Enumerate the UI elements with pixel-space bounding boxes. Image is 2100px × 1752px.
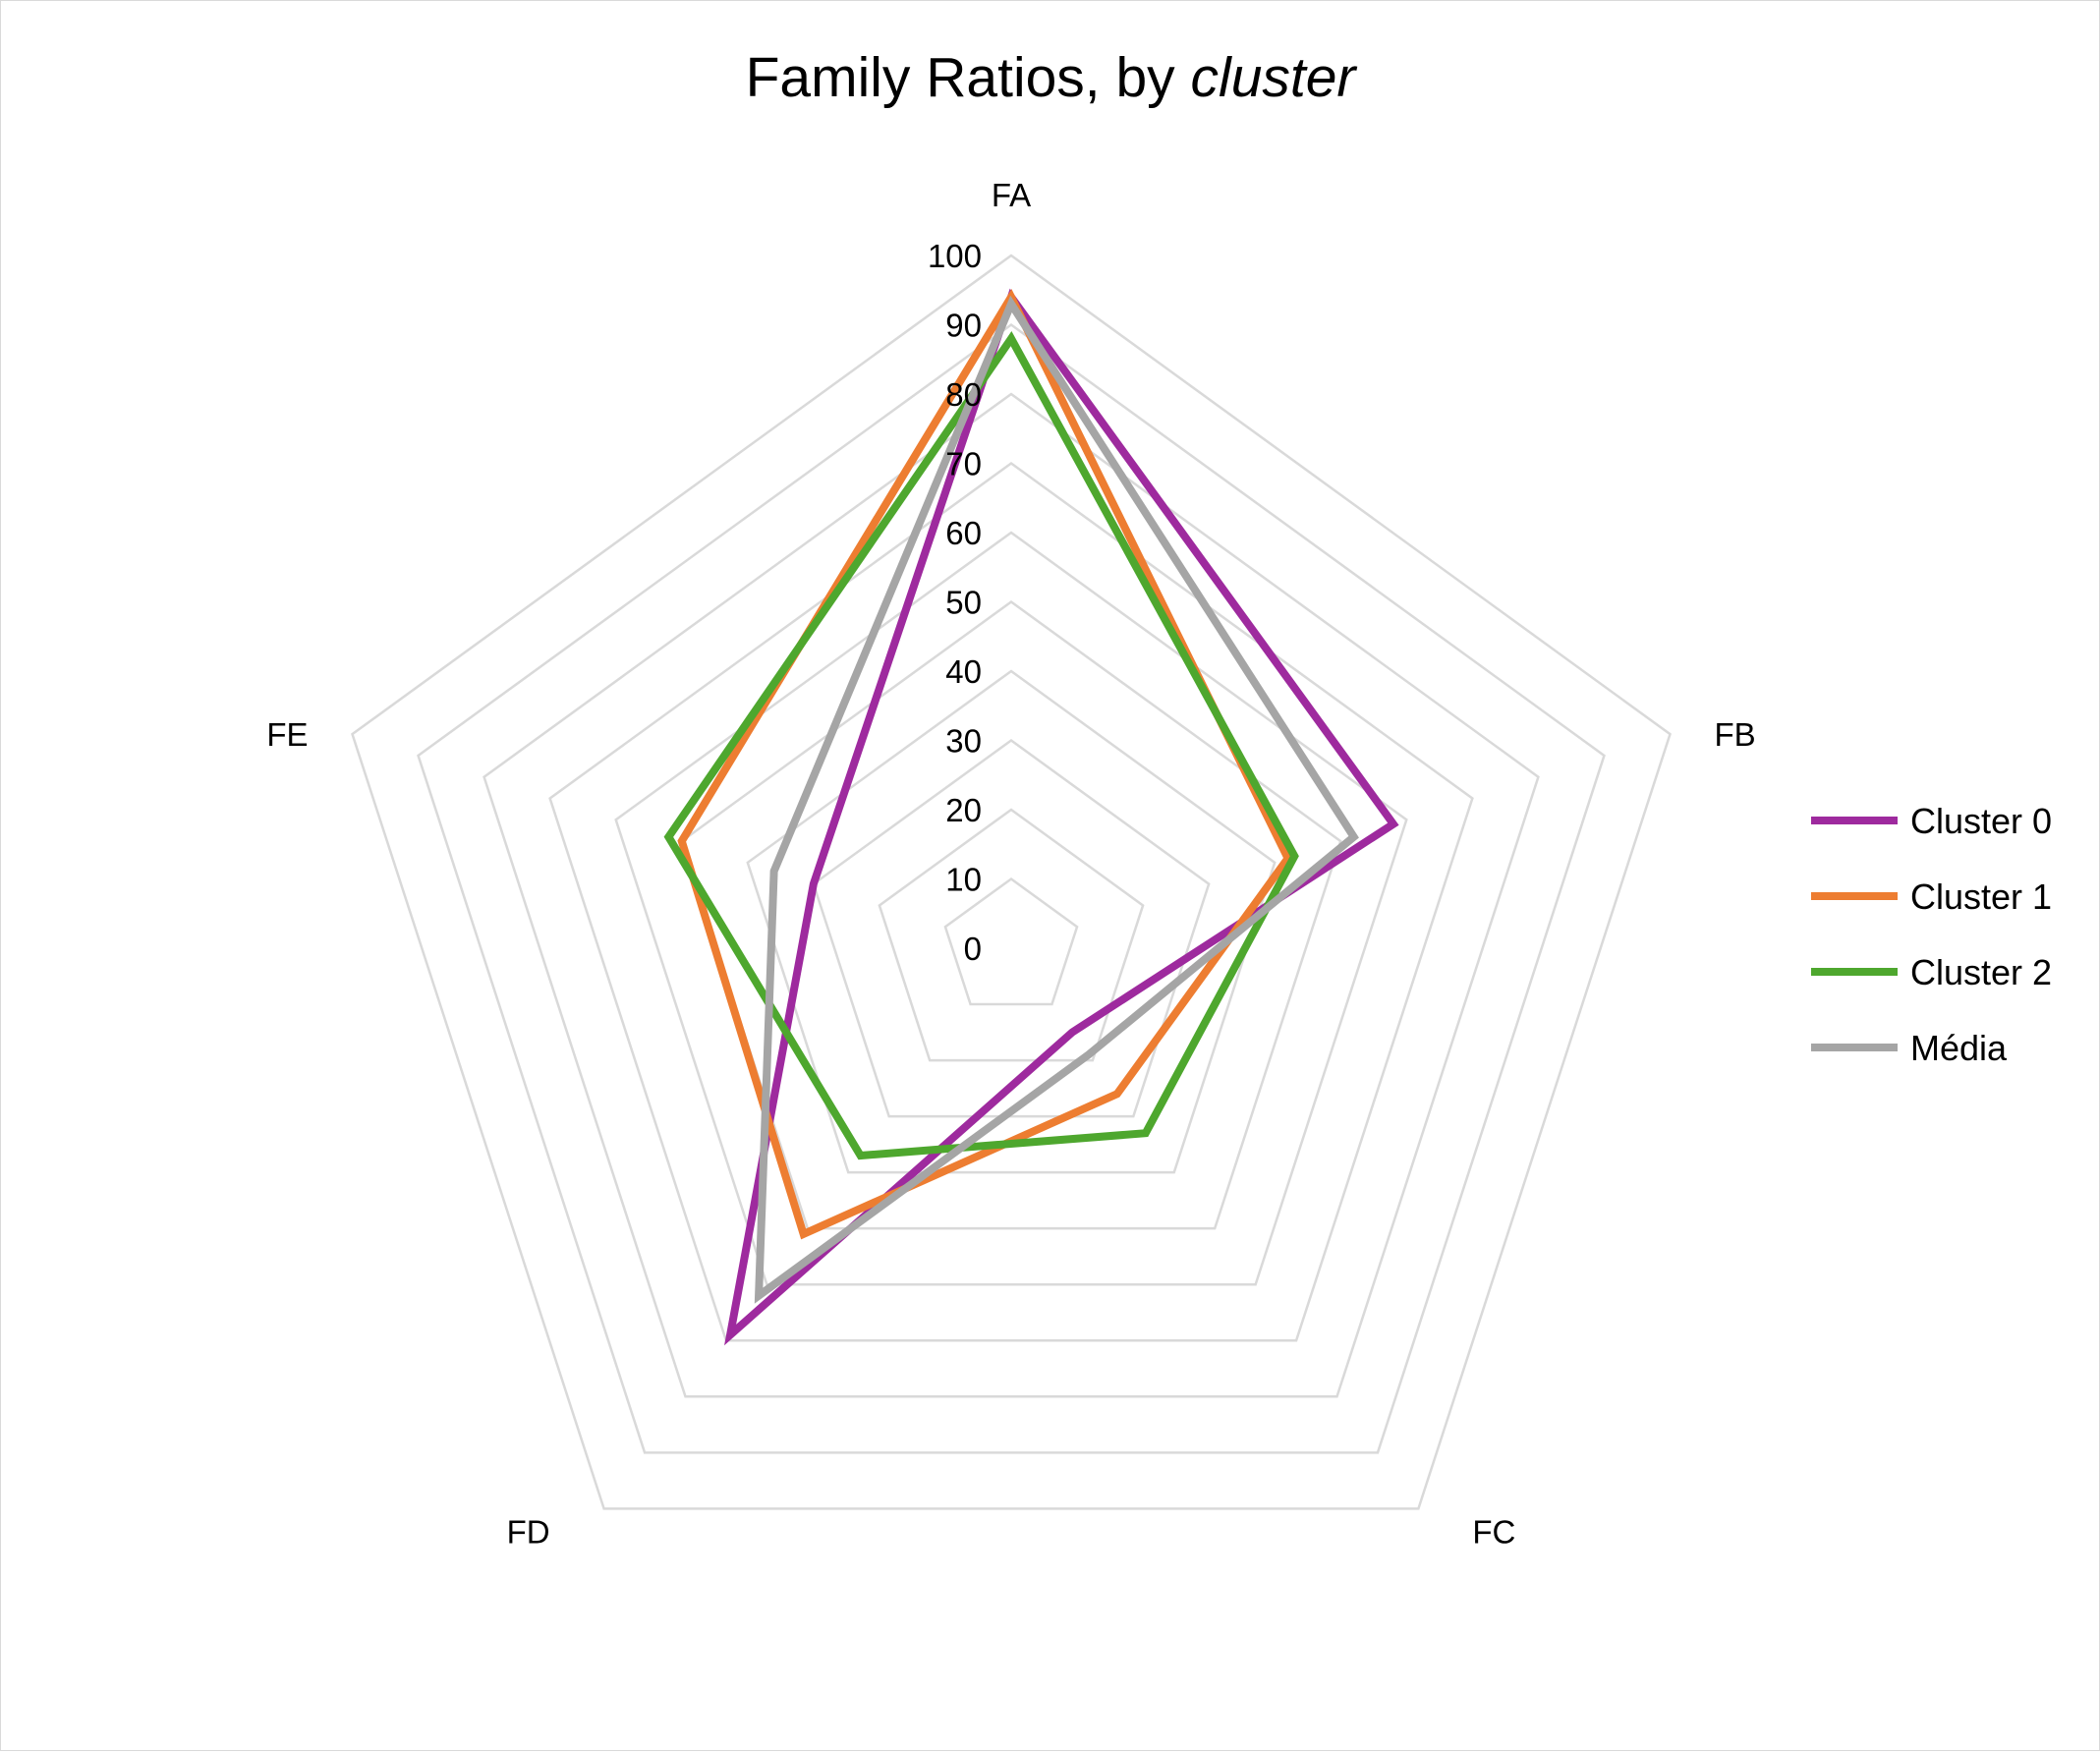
tick-label-100: 100 <box>928 238 982 274</box>
tick-label-20: 20 <box>945 792 982 828</box>
legend-label: Cluster 1 <box>1910 876 2052 917</box>
series-line-média <box>754 295 1359 1304</box>
axis-labels: FA FB FC FD FE <box>266 177 1755 1550</box>
legend-item-cluster-0: Cluster 0 <box>1811 801 2052 841</box>
series-line-cluster-0 <box>724 288 1399 1346</box>
chart-title-main: Family Ratios, by <box>746 46 1191 109</box>
tick-label-0: 0 <box>964 931 982 967</box>
grid-ring-30 <box>812 738 1211 1118</box>
legend-label: Média <box>1910 1028 2008 1068</box>
tick-label-10: 10 <box>945 862 982 898</box>
tick-label-30: 30 <box>945 723 982 760</box>
grid-ring-50 <box>680 599 1342 1230</box>
legend-label: Cluster 0 <box>1910 801 2052 841</box>
grid-ring-20 <box>878 808 1145 1062</box>
tick-label-50: 50 <box>945 585 982 621</box>
grid-ring-80 <box>482 392 1540 1398</box>
chart-title-italic: cluster <box>1191 46 1358 109</box>
tick-label-70: 70 <box>945 446 982 482</box>
grid-ring-90 <box>417 322 1606 1454</box>
grid-ring-100 <box>351 254 1672 1510</box>
legend-item-cluster-2: Cluster 2 <box>1811 952 2052 992</box>
legend: Cluster 0 Cluster 1 Cluster 2 Média <box>1811 801 2052 1068</box>
axis-label-fa: FA <box>992 177 1031 213</box>
series-layer <box>663 288 1399 1346</box>
legend-item-média: Média <box>1811 1028 2008 1068</box>
grid-layer <box>351 254 1672 1510</box>
grid-ring-70 <box>548 461 1474 1342</box>
legend-item-cluster-1: Cluster 1 <box>1811 876 2052 917</box>
axis-label-fe: FE <box>266 716 308 753</box>
grid-ring-60 <box>614 531 1408 1286</box>
legend-label: Cluster 2 <box>1910 952 2052 992</box>
tick-label-90: 90 <box>945 308 982 344</box>
axis-label-fd: FD <box>507 1513 550 1550</box>
chart-title: Family Ratios, by cluster <box>746 46 1358 109</box>
tick-label-60: 60 <box>945 515 982 551</box>
tick-label-40: 40 <box>945 653 982 690</box>
axis-label-fc: FC <box>1472 1513 1515 1550</box>
grid-ring-10 <box>943 876 1079 1006</box>
series-line-cluster-2 <box>663 330 1299 1160</box>
tick-labels: 0 10 20 30 40 50 60 70 80 90 100 <box>928 238 982 967</box>
tick-label-80: 80 <box>945 376 982 413</box>
axis-label-fb: FB <box>1714 716 1755 753</box>
